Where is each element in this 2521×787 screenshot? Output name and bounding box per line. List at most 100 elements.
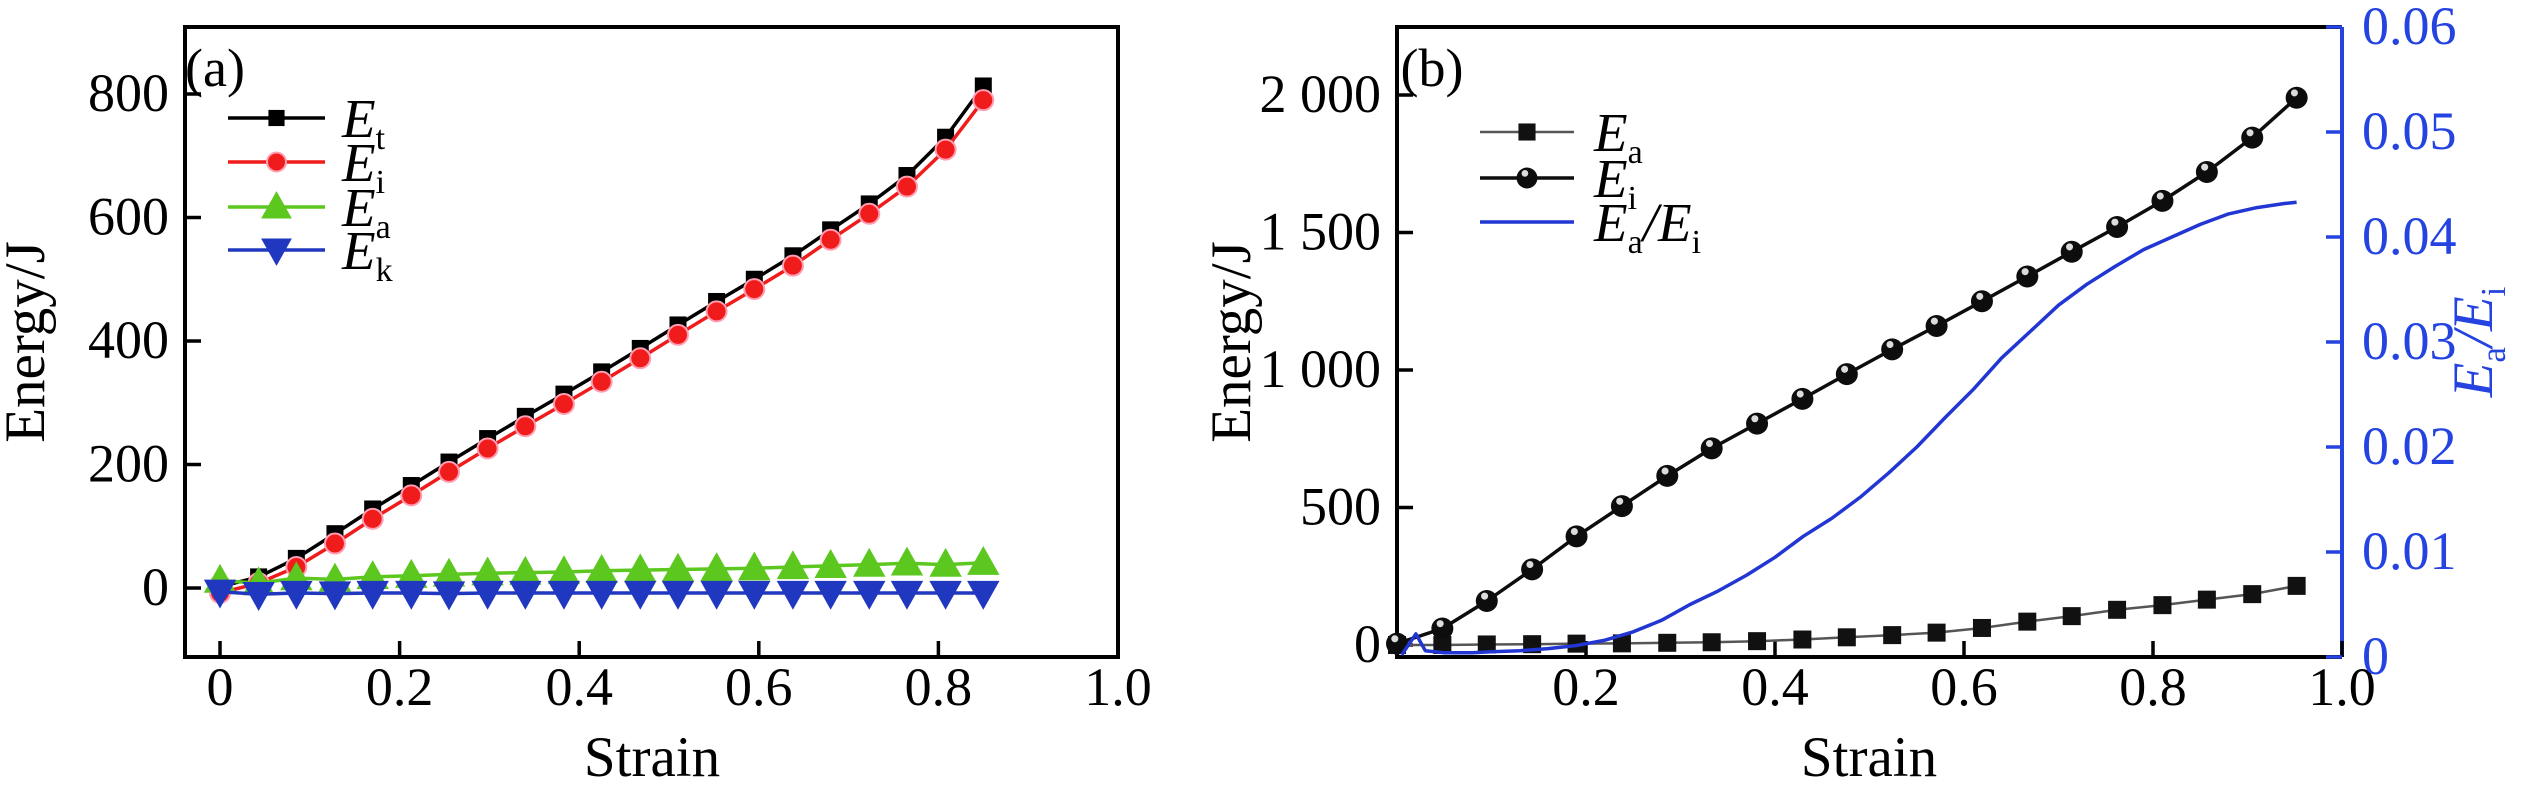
marker-triangle-up: [890, 546, 924, 576]
marker-ball: [1431, 617, 1454, 640]
marker-square: [1748, 632, 1767, 651]
marker-ball-highlight: [1796, 390, 1804, 398]
legend-item-Ek: Ek: [228, 220, 393, 289]
legend-item-Ea_b: Ea: [1480, 102, 1643, 171]
marker-triangle-up: [661, 552, 695, 582]
y-tick-label: 400: [88, 310, 169, 370]
marker-circle: [590, 370, 613, 393]
marker-square: [1837, 628, 1856, 647]
marker-circle: [266, 151, 287, 173]
marker-square: [1883, 626, 1902, 645]
marker-ball: [1925, 315, 1948, 338]
marker-ball-highlight: [2156, 192, 2164, 200]
legend-item-Ei_b: Ei: [1480, 148, 1637, 217]
marker-triangle-up: [432, 557, 466, 587]
marker-triangle-down: [700, 580, 733, 610]
marker-triangle-up: [471, 556, 504, 586]
marker-triangle-down: [547, 580, 581, 610]
y2-tick-label: 0.04: [2362, 206, 2457, 266]
marker-square: [268, 109, 285, 127]
legend-label-Et: Et: [341, 88, 386, 157]
panel-label-b: (b): [1401, 38, 1464, 98]
marker-triangle-down: [280, 580, 313, 610]
series-line-Ea_over_Ei: [1400, 200, 2297, 656]
series-Ek: [203, 579, 1000, 611]
legend-label-Ei: Ei: [341, 132, 385, 201]
marker-triangle-up: [261, 191, 292, 219]
marker-square: [2197, 590, 2216, 609]
marker-ball-highlight: [1930, 317, 1938, 325]
marker-triangle-up: [509, 555, 542, 585]
marker-triangle-up: [814, 549, 847, 578]
legend-item-Ea: Ea: [228, 177, 391, 246]
x-axis-title: Strain: [1801, 726, 1937, 787]
marker-triangle-up: [853, 547, 886, 577]
marker-triangle-down: [585, 580, 618, 610]
x-tick-label: 0.6: [1930, 657, 1998, 717]
marker-ball-highlight: [1705, 440, 1714, 448]
marker-triangle-up: [624, 553, 657, 583]
marker-triangle-down: [356, 580, 389, 610]
marker-triangle-down: [890, 580, 924, 610]
marker-square: [2062, 607, 2081, 626]
marker-ball: [2285, 86, 2308, 109]
marker-ball: [1656, 464, 1679, 487]
marker-circle: [666, 323, 689, 346]
marker-ball: [1700, 437, 1723, 460]
marker-square: [2153, 596, 2172, 615]
marker-circle: [858, 202, 881, 225]
marker-triangle-down: [471, 580, 504, 610]
marker-ball-highlight: [1391, 635, 1399, 643]
marker-circle: [552, 392, 575, 415]
marker-ball-highlight: [1570, 528, 1578, 536]
marker-circle: [361, 507, 384, 530]
y2-tick-label: 0.01: [2362, 521, 2457, 581]
marker-ball: [2151, 189, 2174, 212]
marker-circle: [895, 175, 918, 198]
marker-square: [1972, 618, 1991, 637]
marker-ball: [2060, 240, 2083, 263]
marker-triangle-down: [814, 580, 847, 610]
x-tick-label: 0.2: [366, 657, 434, 717]
marker-ball-highlight: [2201, 163, 2209, 171]
marker-circle: [514, 415, 537, 438]
marker-ball: [1881, 338, 1904, 361]
marker-square: [2287, 576, 2306, 595]
marker-triangle-up: [547, 555, 581, 585]
x-tick-label: 1.0: [2308, 657, 2376, 717]
marker-ball-highlight: [1521, 170, 1529, 177]
marker-triangle-up: [585, 553, 618, 583]
marker-square: [1927, 623, 1946, 642]
legend-label-Ek: Ek: [341, 220, 393, 289]
y-tick-label: 500: [1300, 477, 1381, 537]
marker-square: [1477, 635, 1496, 654]
y2-axis-title: Ea/Ei: [2442, 286, 2513, 398]
marker-triangle-up: [776, 550, 810, 580]
marker-ball-highlight: [1661, 467, 1669, 475]
marker-square: [1658, 633, 1677, 652]
x-tick-label: 0.4: [1741, 657, 1809, 717]
marker-ball-highlight: [1616, 497, 1624, 505]
marker-circle: [705, 300, 728, 323]
marker-triangle-down: [509, 580, 542, 610]
series-Ei: [209, 89, 995, 604]
marker-square: [2243, 585, 2262, 604]
marker-ball-highlight: [1886, 341, 1894, 349]
series-Et: [211, 77, 992, 596]
y-axis-title: Energy/J: [1200, 241, 1263, 443]
marker-circle: [819, 228, 842, 251]
marker-square: [1433, 636, 1452, 655]
plot-frame: [1395, 25, 2342, 659]
y2-tick-label: 0: [2362, 626, 2389, 686]
marker-circle: [781, 254, 804, 277]
legend-item-Ea_over_Ei: Ea/Ei: [1480, 192, 1701, 261]
y-tick-label: 200: [88, 434, 169, 494]
x-tick-label: 0.4: [545, 657, 613, 717]
legend-label-Ea_over_Ei: Ea/Ei: [1593, 192, 1701, 261]
marker-triangle-down: [929, 580, 962, 610]
marker-triangle-down: [738, 580, 771, 610]
x-tick-label: 0.2: [1552, 657, 1620, 717]
